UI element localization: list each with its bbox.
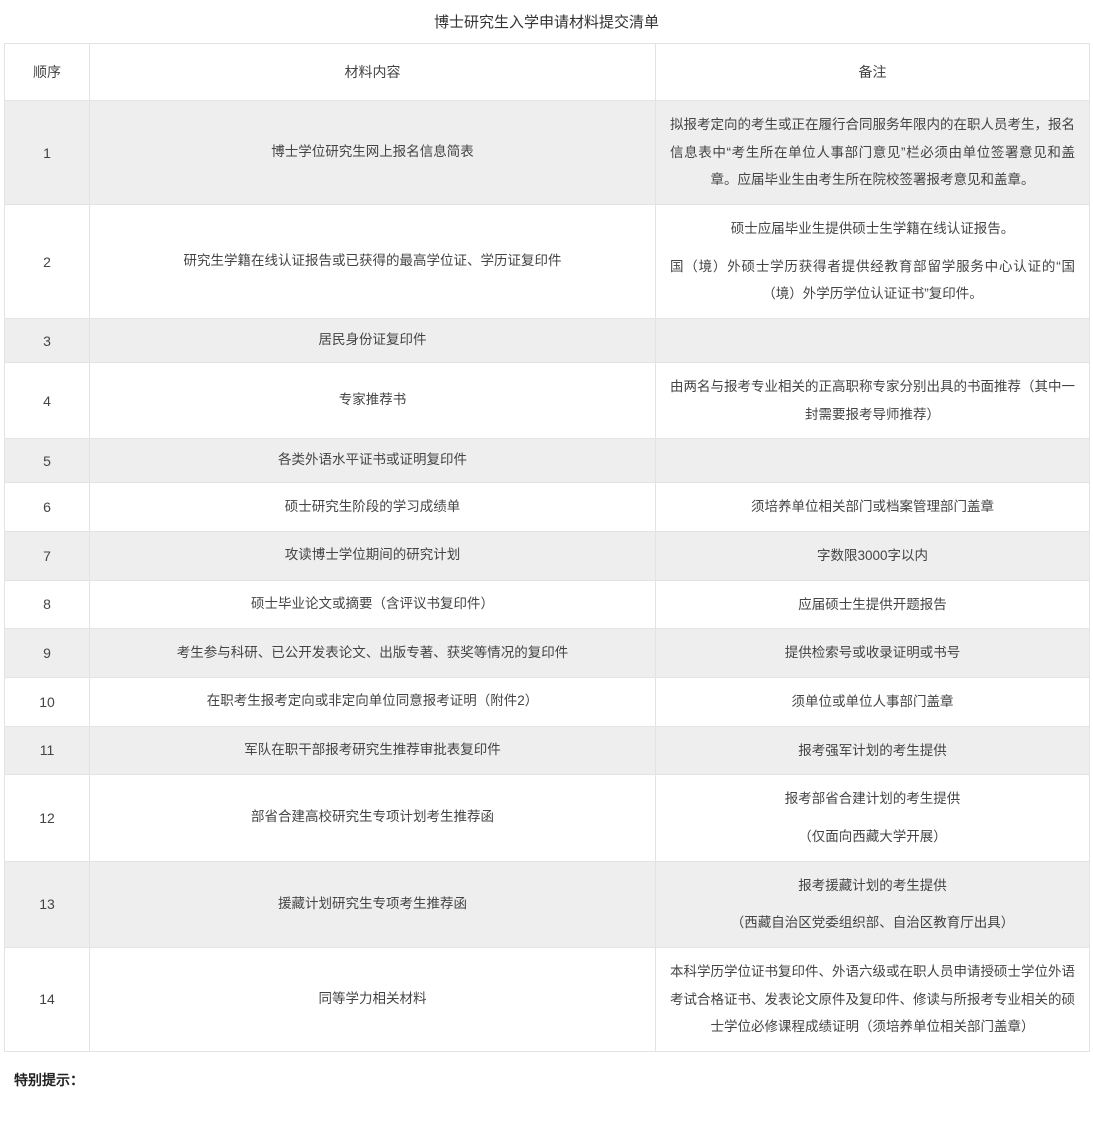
- cell-material-content: 硕士毕业论文或摘要（含评议书复印件）: [89, 579, 656, 630]
- table-row: 11 军队在职干部报考研究生推荐审批表复印件 报考强军计划的考生提供: [4, 725, 1090, 776]
- table-row: 6 硕士研究生阶段的学习成绩单 须培养单位相关部门或档案管理部门盖章: [4, 482, 1090, 532]
- note-paragraph: 报考援藏计划的考生提供: [798, 877, 947, 893]
- note-paragraph: 报考部省合建计划的考生提供: [784, 791, 961, 807]
- note-paragraph: （仅面向西藏大学开展）: [798, 828, 947, 844]
- table-row: 12 部省合建高校研究生专项计划考生推荐函 报考部省合建计划的考生提供 （仅面向西藏大…: [4, 774, 1090, 862]
- note-paragraph: 提供检索号或收录证明或书号: [784, 645, 961, 661]
- cell-material-content: 博士学位研究生网上报名信息简表: [89, 99, 656, 206]
- cell-note: 提供检索号或收录证明或书号: [655, 628, 1090, 678]
- cell-material-content: 专家推荐书: [89, 361, 656, 440]
- cell-note: 由两名与报考专业相关的正高职称专家分别出具的书面推荐（其中一封需要报考导师推荐）: [655, 361, 1090, 440]
- table-row: 7 攻读博士学位期间的研究计划 字数限3000字以内: [4, 530, 1090, 581]
- cell-material-content: 攻读博士学位期间的研究计划: [89, 530, 656, 581]
- table-row: 14 同等学力相关材料 本科学历学位证书复印件、外语六级或在职人员申请授硕士学位外语…: [4, 946, 1090, 1052]
- table-row: 8 硕士毕业论文或摘要（含评议书复印件） 应届硕士生提供开题报告: [4, 579, 1090, 630]
- table-row: 1 博士学位研究生网上报名信息简表 拟报考定向的考生或正在履行合同服务年限内的在职人…: [4, 99, 1090, 206]
- cell-sequence: 3: [4, 318, 90, 363]
- cell-sequence: 14: [4, 946, 90, 1052]
- cell-sequence: 11: [4, 725, 90, 776]
- table-header-row: 顺序 材料内容 备注: [4, 43, 1090, 101]
- cell-sequence: 7: [4, 530, 90, 581]
- note-paragraph: 本科学历学位证书复印件、外语六级或在职人员申请授硕士学位外语考试合格证书、发表论…: [670, 963, 1075, 1035]
- column-header-sequence: 顺序: [4, 43, 90, 101]
- cell-material-content: 各类外语水平证书或证明复印件: [89, 438, 656, 484]
- note-paragraph: 硕士应届毕业生提供硕士生学籍在线认证报告。: [730, 221, 1015, 237]
- special-notice-heading: 特别提示：: [14, 1071, 84, 1088]
- table-row: 2 研究生学籍在线认证报告或已获得的最高学位证、学历证复印件 硕士应届毕业生提供硕士…: [4, 204, 1090, 320]
- column-header-content: 材料内容: [89, 43, 656, 101]
- column-header-note: 备注: [655, 43, 1090, 101]
- table-row: 9 考生参与科研、已公开发表论文、出版专著、获奖等情况的复印件 提供检索号或收录证明…: [4, 628, 1090, 678]
- note-paragraph: 国（境）外硕士学历获得者提供经教育部留学服务中心认证的“国（境）外学历学位认证证…: [670, 258, 1075, 302]
- cell-note: 须单位或单位人事部门盖章: [655, 676, 1090, 727]
- table-row: 10 在职考生报考定向或非定向单位同意报考证明（附件2） 须单位或单位人事部门盖章: [4, 676, 1090, 727]
- cell-note: 报考援藏计划的考生提供 （西藏自治区党委组织部、自治区教育厅出具）: [655, 860, 1090, 948]
- cell-sequence: 2: [4, 204, 90, 320]
- cell-note: 报考强军计划的考生提供: [655, 725, 1090, 776]
- cell-material-content: 同等学力相关材料: [89, 946, 656, 1052]
- note-paragraph: 须单位或单位人事部门盖章: [791, 693, 954, 709]
- cell-note: [655, 438, 1090, 484]
- cell-material-content: 研究生学籍在线认证报告或已获得的最高学位证、学历证复印件: [89, 204, 656, 320]
- cell-sequence: 9: [4, 628, 90, 678]
- materials-table: 顺序 材料内容 备注 1 博士学位研究生网上报名信息简表 拟报考定向的考生或正在履行…: [4, 43, 1090, 1052]
- cell-sequence: 10: [4, 676, 90, 727]
- cell-material-content: 居民身份证复印件: [89, 318, 656, 363]
- cell-sequence: 6: [4, 482, 90, 532]
- cell-note: 字数限3000字以内: [655, 530, 1090, 581]
- cell-material-content: 考生参与科研、已公开发表论文、出版专著、获奖等情况的复印件: [89, 628, 656, 678]
- cell-material-content: 部省合建高校研究生专项计划考生推荐函: [89, 774, 656, 862]
- cell-sequence: 12: [4, 774, 90, 862]
- cell-note: 硕士应届毕业生提供硕士生学籍在线认证报告。国（境）外硕士学历获得者提供经教育部留…: [655, 204, 1090, 320]
- note-paragraph: 拟报考定向的考生或正在履行合同服务年限内的在职人员考生，报名信息表中“考生所在单…: [670, 117, 1075, 188]
- cell-material-content: 在职考生报考定向或非定向单位同意报考证明（附件2）: [89, 676, 656, 727]
- cell-sequence: 13: [4, 860, 90, 948]
- cell-note: 拟报考定向的考生或正在履行合同服务年限内的在职人员考生，报名信息表中“考生所在单…: [655, 99, 1090, 206]
- table-row: 4 专家推荐书 由两名与报考专业相关的正高职称专家分别出具的书面推荐（其中一封需要报…: [4, 361, 1090, 440]
- cell-note: 报考部省合建计划的考生提供 （仅面向西藏大学开展）: [655, 774, 1090, 862]
- note-paragraph: （西藏自治区党委组织部、自治区教育厅出具）: [730, 915, 1015, 931]
- note-paragraph: 字数限3000字以内: [816, 547, 929, 563]
- cell-note: 本科学历学位证书复印件、外语六级或在职人员申请授硕士学位外语考试合格证书、发表论…: [655, 946, 1090, 1052]
- table-row: 3 居民身份证复印件: [4, 318, 1090, 363]
- note-paragraph: 报考强军计划的考生提供: [798, 742, 947, 758]
- note-paragraph: 应届硕士生提供开题报告: [798, 596, 947, 612]
- note-paragraph: 须培养单位相关部门或档案管理部门盖章: [751, 499, 994, 515]
- table-header: 顺序 材料内容 备注: [4, 43, 1090, 101]
- cell-sequence: 8: [4, 579, 90, 630]
- cell-note: 应届硕士生提供开题报告: [655, 579, 1090, 630]
- table-row: 5 各类外语水平证书或证明复印件: [4, 438, 1090, 484]
- cell-material-content: 援藏计划研究生专项考生推荐函: [89, 860, 656, 948]
- page-title: 博士研究生入学申请材料提交清单: [433, 14, 659, 31]
- cell-material-content: 硕士研究生阶段的学习成绩单: [89, 482, 656, 532]
- cell-sequence: 4: [4, 361, 90, 440]
- cell-sequence: 5: [4, 438, 90, 484]
- table-body: 1 博士学位研究生网上报名信息简表 拟报考定向的考生或正在履行合同服务年限内的在职人…: [4, 99, 1090, 1052]
- note-paragraph: 由两名与报考专业相关的正高职称专家分别出具的书面推荐（其中一封需要报考导师推荐）: [670, 378, 1075, 422]
- cell-sequence: 1: [4, 99, 90, 206]
- cell-note: 须培养单位相关部门或档案管理部门盖章: [655, 482, 1090, 532]
- table-row: 13 援藏计划研究生专项考生推荐函 报考援藏计划的考生提供 （西藏自治区党委组织部、自…: [4, 860, 1090, 948]
- cell-note: [655, 318, 1090, 363]
- cell-material-content: 军队在职干部报考研究生推荐审批表复印件: [89, 725, 656, 776]
